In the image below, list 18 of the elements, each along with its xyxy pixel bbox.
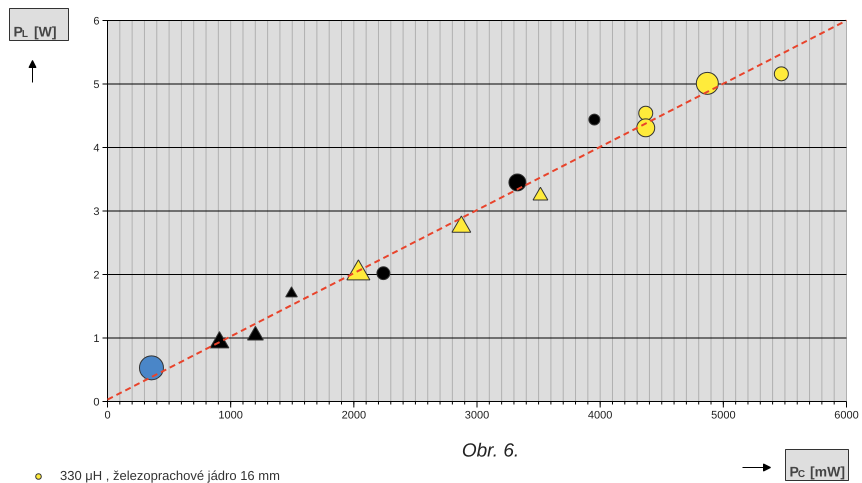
y-tick-label: 2 <box>93 270 100 282</box>
y-axis-title: PL [W] <box>14 24 57 40</box>
y-tick-label: 6 <box>93 16 100 28</box>
x-tick-label: 0 <box>104 410 111 422</box>
y-tick-label: 3 <box>93 206 100 218</box>
text: Obr. 6. <box>462 440 520 462</box>
y-tick-label: 1 <box>93 333 100 345</box>
y-tick-label: 5 <box>93 79 100 91</box>
x-tick-label: 4000 <box>588 410 612 422</box>
x-axis-title: PC [mW] <box>790 464 845 480</box>
x-tick-label: 5000 <box>711 410 736 422</box>
y-tick-label: 0 <box>93 396 100 408</box>
x-tick-label: 3000 <box>464 410 490 422</box>
y-tick-label: 4 <box>93 142 100 154</box>
x-tick-label: 1000 <box>218 410 243 422</box>
x-tick-label: 6000 <box>834 410 859 422</box>
x-tick-label: 2000 <box>342 410 366 422</box>
legend-label: 330 μH , železoprachové jádro 16 mm <box>60 468 280 483</box>
